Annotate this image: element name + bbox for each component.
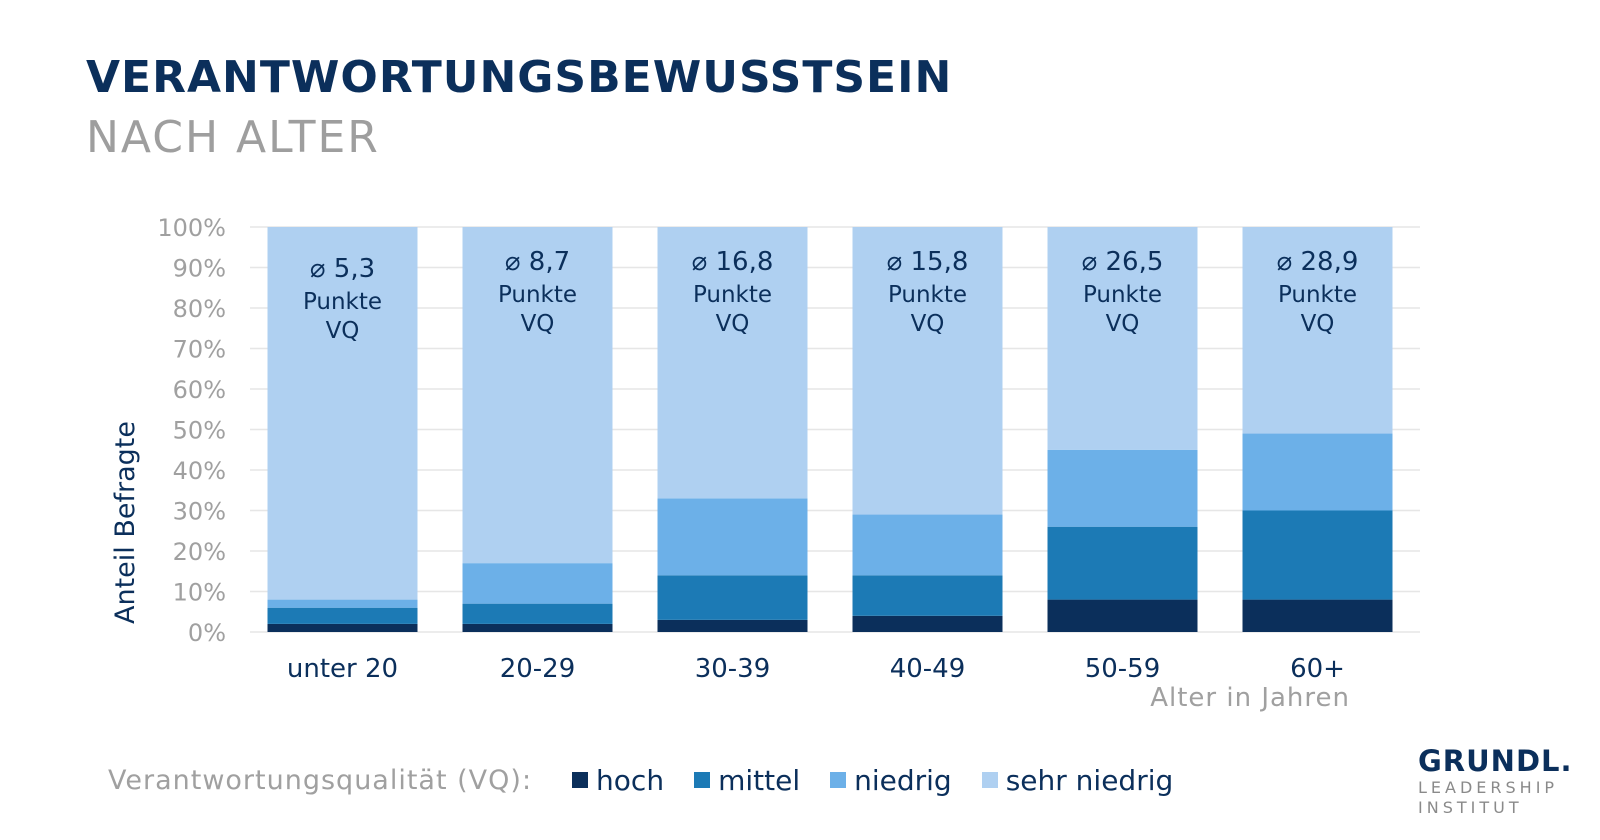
bar-vq-label: VQ [521,311,555,337]
legend-swatch-sehr-niedrig [981,772,998,788]
bar-unit-label: Punkte [303,289,382,315]
legend-swatch-mittel [694,772,711,788]
chart-title: VERANTWORTUNGSBEWUSSTSEIN [86,52,953,103]
bar-segment-hoch [1047,599,1198,632]
bar-segment-mittel [1047,526,1198,600]
bar-average-label: ⌀ 8,7 [505,247,570,277]
bar-vq-label: VQ [1301,311,1335,337]
x-tick-label: 60+ [1290,654,1345,684]
x-tick-label: unter 20 [287,654,398,684]
bar-segment-sehr-niedrig [657,227,808,499]
bar-segment-hoch [462,623,613,632]
bar-segment-sehr-niedrig [1047,227,1198,450]
y-tick-label: 100% [157,214,226,242]
bar-segment-sehr-niedrig [852,227,1003,515]
x-tick-label: 40-49 [890,654,966,684]
legend-swatch-niedrig [830,772,847,788]
bar-average-label: ⌀ 28,9 [1277,247,1359,277]
y-tick-label: 80% [173,295,226,323]
bar-vq-label: VQ [716,311,750,337]
bar-segment-sehr-niedrig [462,227,613,564]
bar-segment-sehr-niedrig [1242,227,1393,434]
bar-average-label: ⌀ 16,8 [692,247,774,277]
y-tick-label: 30% [173,498,226,526]
bar-average-label: ⌀ 15,8 [887,247,969,277]
bar-segment-mittel [657,575,808,620]
bar-unit-label: Punkte [1278,282,1357,308]
y-tick-label: 60% [173,376,226,404]
bar-vq-label: VQ [1106,311,1140,337]
y-tick-label: 40% [173,457,226,485]
x-axis-label: Alter in Jahren [1150,683,1350,713]
logo-line-leadership: LEADERSHIP [1418,778,1559,797]
bar-unit-label: Punkte [1083,282,1162,308]
bar-unit-label: Punkte [498,282,577,308]
logo-line-institut: INSTITUT [1418,798,1523,817]
legend-text-niedrig: niedrig [854,763,952,797]
y-tick-label: 10% [173,579,226,607]
y-axis-label: Anteil Befragte [110,421,141,624]
bar-segment-niedrig [267,599,418,608]
bar-segment-niedrig [462,563,613,604]
bar-segment-niedrig [1242,433,1393,511]
y-tick-label: 90% [173,255,226,283]
legend: Verantwortungsqualität (VQ): hoch mittel… [108,762,1203,798]
y-tick-label: 50% [173,417,226,445]
x-tick-label: 30-39 [695,654,771,684]
bar-average-label: ⌀ 5,3 [310,254,375,284]
bar-average-label: ⌀ 26,5 [1082,247,1164,277]
logo-main-text: GRUNDL. [1418,744,1573,778]
bar-unit-label: Punkte [693,282,772,308]
bar-segment-hoch [852,615,1003,632]
legend-item-niedrig: niedrig [830,764,952,797]
bar-vq-label: VQ [911,311,945,337]
y-tick-label: 70% [173,336,226,364]
legend-swatch-hoch [572,772,589,788]
bar-segment-niedrig [657,498,808,576]
bar-segment-sehr-niedrig [267,227,418,600]
bar-segment-mittel [462,603,613,624]
bar-segment-mittel [267,607,418,624]
y-tick-label: 20% [173,538,226,566]
x-tick-label: 50-59 [1085,654,1161,684]
bar-segment-niedrig [852,514,1003,576]
bar-segment-hoch [1242,599,1393,632]
x-tick-label: 20-29 [500,654,576,684]
bar-segment-hoch [657,619,808,632]
bar-segment-hoch [267,623,418,632]
chart-subtitle: NACH ALTER [86,112,380,163]
bar-vq-label: VQ [326,318,360,344]
y-tick-label: 0% [188,619,226,647]
bar-segment-mittel [1242,510,1393,600]
legend-text-mittel: mittel [718,763,801,797]
legend-item-hoch: hoch [572,764,664,797]
legend-text-hoch: hoch [596,763,665,797]
grundl-logo: GRUNDL. LEADERSHIP INSTITUT [1418,744,1573,818]
bar-segment-mittel [852,575,1003,616]
legend-item-mittel: mittel [694,764,800,797]
bar-unit-label: Punkte [888,282,967,308]
legend-item-sehr-niedrig: sehr niedrig [981,763,1174,797]
bar-segment-niedrig [1047,449,1198,527]
legend-label: Verantwortungsqualität (VQ): [108,764,533,796]
legend-text-sehr-niedrig: sehr niedrig [1005,763,1174,797]
